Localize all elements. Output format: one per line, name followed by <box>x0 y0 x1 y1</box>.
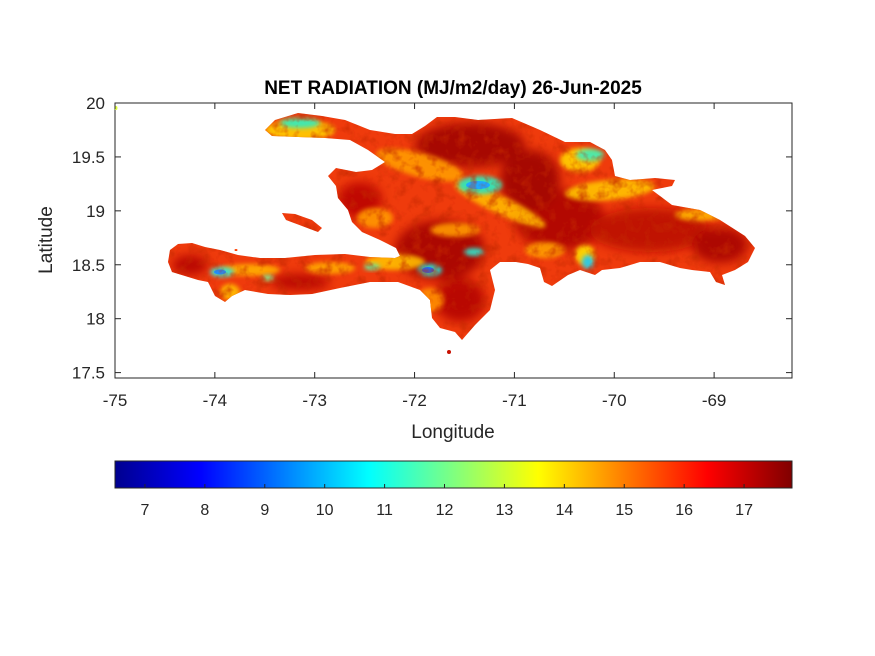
colorbar-tick-label: 9 <box>260 502 269 519</box>
x-axis-ticks: -75 -74 -73 -72 -71 -70 -69 <box>103 103 727 410</box>
x-tick-label: -71 <box>502 391 527 410</box>
y-tick-label: 19 <box>86 202 105 221</box>
colorbar-tick-label: 12 <box>436 502 454 519</box>
colorbar-tick-label: 10 <box>316 502 334 519</box>
x-tick-label: -74 <box>203 391 228 410</box>
y-tick-label: 18 <box>86 310 105 329</box>
y-tick-label: 17.5 <box>72 364 105 383</box>
colorbar-tick-label: 15 <box>615 502 633 519</box>
x-tick-label: -75 <box>103 391 128 410</box>
y-axis-label: Latitude <box>36 206 57 274</box>
plot-area: -75 -74 -73 -72 -71 -70 -69 17.5 18 18.5 19 19.5 20 <box>72 94 793 410</box>
x-tick-label: -73 <box>302 391 327 410</box>
colorbar-tick-label: 14 <box>555 502 573 519</box>
x-axis-label: Longitude <box>411 422 494 443</box>
y-tick-label: 19.5 <box>72 148 105 167</box>
y-tick-label: 18.5 <box>72 256 105 275</box>
colorbar-gradient <box>114 460 793 489</box>
colorbar-tick-label: 13 <box>496 502 514 519</box>
chart-title: NET RADIATION (MJ/m2/day) 26-Jun-2025 <box>264 78 642 99</box>
colorbar-tick-label: 7 <box>141 502 150 519</box>
colorbar: 7 8 9 10 11 12 13 14 15 16 17 <box>114 460 793 519</box>
x-tick-label: -72 <box>402 391 427 410</box>
x-tick-label: -70 <box>602 391 627 410</box>
y-tick-label: 20 <box>86 94 105 113</box>
y-axis-ticks: 17.5 18 18.5 19 19.5 20 <box>72 94 792 383</box>
colorbar-tick-label: 16 <box>675 502 693 519</box>
colorbar-ticks: 7 8 9 10 11 12 13 14 15 16 17 <box>141 484 753 519</box>
colorbar-tick-label: 8 <box>200 502 209 519</box>
colorbar-tick-label: 11 <box>376 502 393 519</box>
islet <box>447 350 451 354</box>
x-tick-label: -69 <box>702 391 727 410</box>
colorbar-tick-label: 17 <box>735 502 753 519</box>
islet <box>234 249 238 251</box>
